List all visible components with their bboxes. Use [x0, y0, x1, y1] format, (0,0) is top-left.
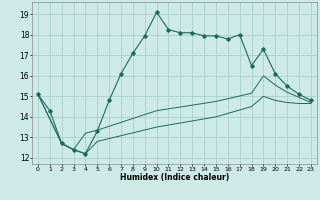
- X-axis label: Humidex (Indice chaleur): Humidex (Indice chaleur): [120, 173, 229, 182]
